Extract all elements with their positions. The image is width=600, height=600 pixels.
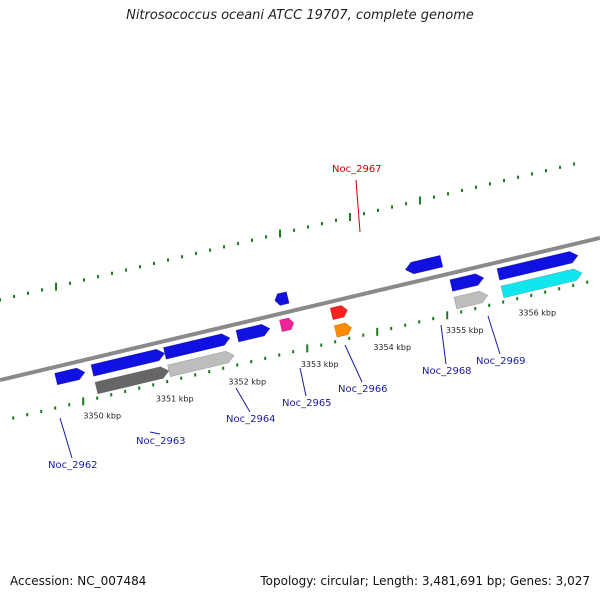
map-title: Nitrosococcus oceani ATCC 19707, complet… (126, 8, 474, 23)
scale-tick-label: 3352 kbp (228, 377, 266, 386)
genome-summary-text: Topology: circular; Length: 3,481,691 bp… (260, 574, 590, 588)
gene-leader-line (235, 387, 251, 413)
accession-text: Accession: NC_007484 (10, 574, 147, 588)
gene-feature-arrow[interactable] (449, 273, 485, 292)
scale-tick-label: 3354 kbp (373, 343, 411, 352)
gene-feature-arrow[interactable] (274, 291, 290, 306)
gene-label[interactable]: Noc_2967 (332, 164, 382, 175)
gene-feature-arrow[interactable] (279, 317, 295, 333)
gene-label[interactable]: Noc_2968 (422, 366, 472, 377)
gene-label[interactable]: Noc_2964 (226, 414, 276, 425)
gene-feature-arrow[interactable] (404, 254, 444, 275)
gene-label[interactable]: Noc_2965 (282, 398, 332, 409)
gene-label[interactable]: Noc_2963 (136, 436, 186, 447)
scale-tick-label: 3356 kbp (518, 309, 556, 318)
gene-feature-arrow[interactable] (54, 367, 86, 386)
scale-tick-label: 3351 kbp (156, 395, 194, 404)
gene-leader-line (355, 179, 361, 233)
genome-backbone (0, 236, 600, 382)
gene-feature-arrow[interactable] (167, 350, 235, 378)
gene-label[interactable]: Noc_2962 (48, 460, 98, 471)
feature-layer (54, 251, 583, 395)
gene-label[interactable]: Noc_2966 (338, 384, 388, 395)
lower-tick-track (12, 280, 589, 420)
scale-tick-label: 3350 kbp (83, 412, 121, 421)
gene-label-layer: Noc_2962 Noc_2963 Noc_2964 Noc_2965 Noc_2966… (48, 164, 526, 471)
gene-leader-line (440, 324, 447, 365)
gene-leader-line (299, 367, 307, 397)
gene-leader-line (487, 315, 501, 355)
gene-feature-arrow[interactable] (94, 366, 170, 395)
gene-feature-arrow[interactable] (90, 348, 166, 377)
scale-tick-label: 3355 kbp (446, 326, 484, 335)
gene-leader-line (59, 417, 73, 459)
gene-feature-arrow[interactable] (453, 290, 489, 310)
gene-feature-arrow[interactable] (163, 333, 231, 360)
gene-feature-arrow[interactable] (235, 323, 271, 343)
gene-label[interactable]: Noc_2969 (476, 356, 526, 367)
gene-feature-arrow[interactable] (500, 268, 583, 299)
gene-feature-arrow[interactable] (496, 251, 579, 281)
gene-feature-arrow[interactable] (329, 305, 348, 321)
gene-leader-line (149, 431, 161, 435)
scale-tick-label: 3353 kbp (301, 360, 339, 369)
gene-leader-line (344, 344, 363, 383)
upper-tick-track (0, 162, 576, 302)
gene-feature-arrow[interactable] (333, 322, 352, 338)
tick-label-layer: 3350 kbp 3351 kbp 3352 kbp 3353 kbp 3354 kbp… (83, 309, 556, 421)
